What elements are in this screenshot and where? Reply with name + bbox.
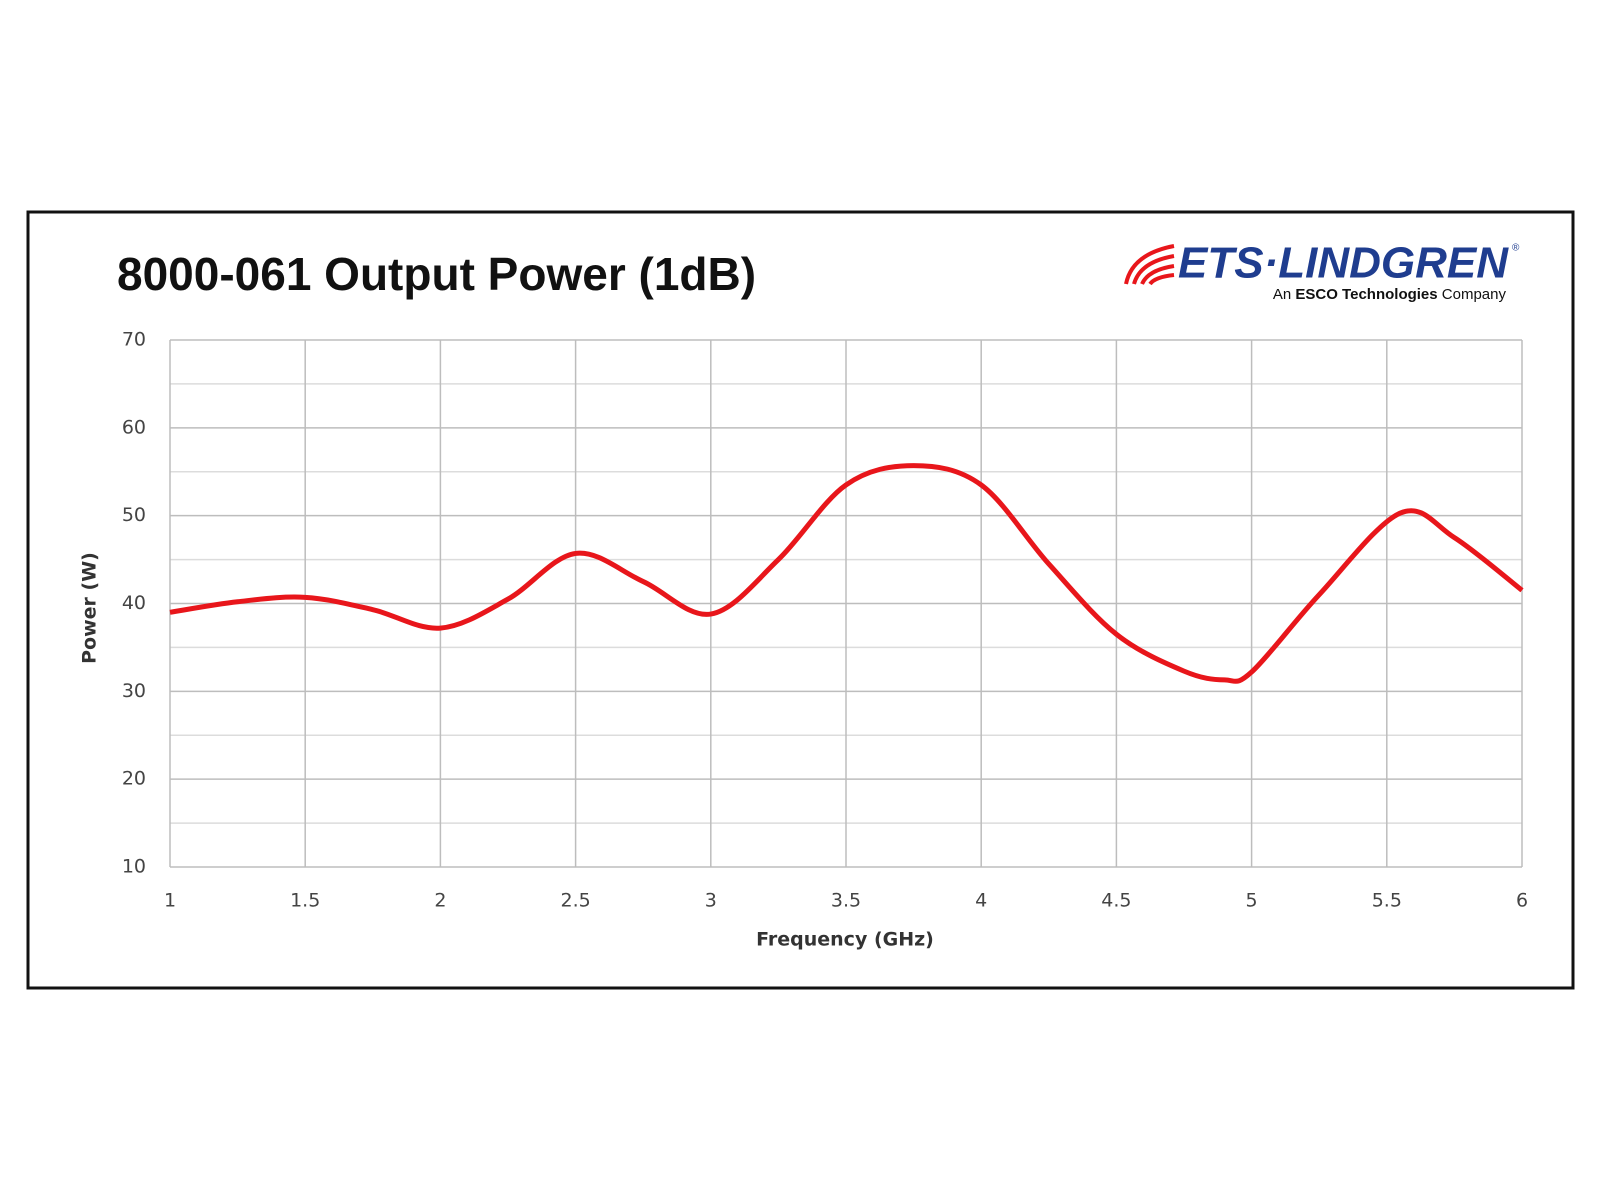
data-line	[169, 463, 1524, 684]
x-tick-label: 4.5	[1101, 890, 1131, 912]
logo-name: ETS·LINDGREN	[1178, 239, 1509, 288]
x-tick-label: 5.5	[1372, 890, 1402, 912]
x-tick-label: 2	[434, 890, 446, 912]
y-tick-label: 20	[122, 768, 146, 790]
x-axis-title: Frequency (GHz)	[756, 929, 934, 951]
logo-mark: ®	[1512, 243, 1520, 254]
y-tick-label: 40	[122, 592, 146, 614]
x-tick-label: 3.5	[831, 890, 861, 912]
y-tick-label: 30	[122, 680, 146, 702]
x-tick-label: 4	[975, 890, 987, 912]
y-axis-title: Power (W)	[79, 552, 101, 664]
tagline-bold: ESCO Technologies	[1295, 286, 1437, 303]
x-tick-label: 1.5	[290, 890, 320, 912]
y-tick-label: 10	[122, 856, 146, 878]
x-tick-label: 5	[1246, 890, 1258, 912]
x-tick-label: 2.5	[560, 890, 590, 912]
y-tick-label: 50	[122, 504, 146, 526]
chart-title: 8000-061 Output Power (1dB)	[117, 248, 756, 300]
x-tick-label: 1	[164, 890, 176, 912]
y-tick-label: 60	[122, 416, 146, 438]
logo: ETS·LINDGREN ® An ESCO Technologies Comp…	[1124, 239, 1520, 303]
tagline-start: An	[1273, 286, 1296, 303]
y-tick-label: 70	[122, 329, 146, 351]
tagline-end: Company	[1438, 286, 1507, 303]
logo-icon	[1124, 244, 1175, 286]
logo-tagline: An ESCO Technologies Company	[1273, 286, 1507, 303]
x-tick-label: 3	[705, 890, 717, 912]
x-tick-label: 6	[1516, 890, 1528, 912]
